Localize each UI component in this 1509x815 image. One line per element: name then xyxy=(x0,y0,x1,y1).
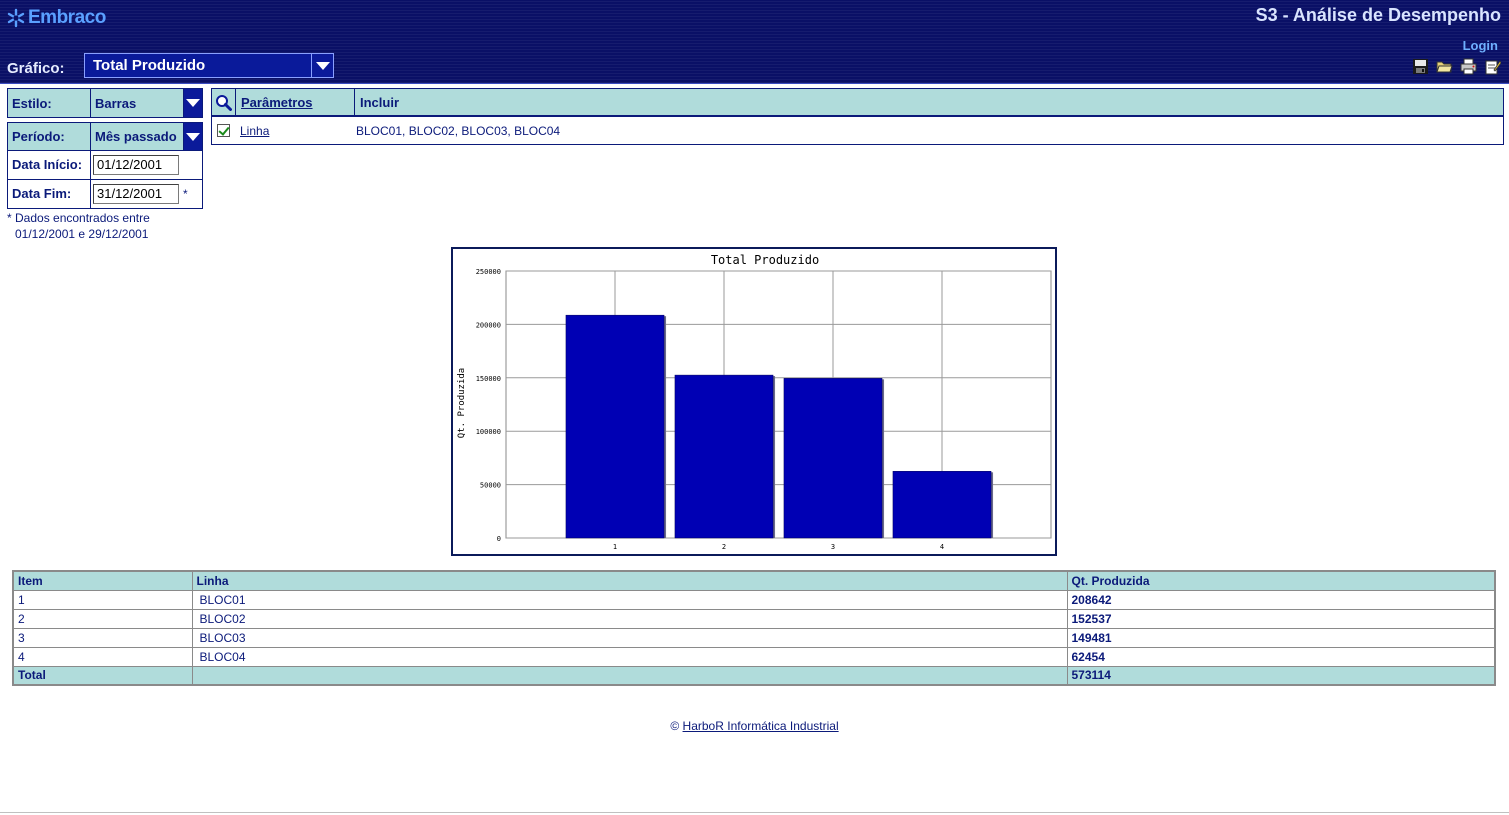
table-row: 2 BLOC02 152537 xyxy=(12,608,1496,629)
chart-container: Total Produzido Qt. Produzida 0 50000 1000… xyxy=(451,247,1057,556)
bar-3 xyxy=(783,378,883,539)
table-total-row: Total 573114 xyxy=(12,665,1496,686)
qt-cell: 149481 xyxy=(1066,627,1496,648)
parametros-header-link[interactable]: Parâmetros xyxy=(236,89,355,115)
periodo-cell: Mês passado xyxy=(90,123,202,150)
footer: © HarboR Informática Industrial xyxy=(0,719,1509,733)
data-inicio-label: Data Início: xyxy=(12,157,83,172)
qt-produzida-header: Qt. Produzida xyxy=(1066,570,1496,591)
search-icon[interactable] xyxy=(212,89,236,115)
grafico-selected-value: Total Produzido xyxy=(93,57,206,74)
edit-icon[interactable] xyxy=(1484,58,1501,75)
linha-header: Linha xyxy=(191,570,1068,591)
item-cell: 4 xyxy=(12,646,193,667)
data-fim-label: Data Fim: xyxy=(12,186,72,201)
estilo-row: Estilo: Barras xyxy=(7,88,203,118)
copyright-symbol: © xyxy=(670,719,680,733)
x-tick-label: 4 xyxy=(940,543,944,551)
item-cell: 1 xyxy=(12,589,193,610)
embraco-logo: Embraco xyxy=(6,6,106,30)
chart-xticks: 1 2 3 4 xyxy=(613,543,944,551)
qt-cell: 62454 xyxy=(1066,646,1496,667)
data-note-line1: * Dados encontrados entre xyxy=(7,211,150,225)
table-row: 1 BLOC01 208642 xyxy=(12,589,1496,610)
data-fim-cell: * xyxy=(90,179,202,208)
chart-title: Total Produzido xyxy=(711,253,819,267)
total-empty-cell xyxy=(191,665,1068,686)
open-folder-icon[interactable] xyxy=(1436,58,1453,75)
bar-4 xyxy=(892,471,992,539)
chart-yticks: 0 50000 100000 150000 200000 250000 xyxy=(476,268,501,543)
data-inicio-cell xyxy=(90,150,202,179)
params-header: Parâmetros Incluir xyxy=(212,89,1503,117)
estilo-label: Estilo: xyxy=(8,89,90,117)
qt-cell: 152537 xyxy=(1066,608,1496,629)
periodo-value: Mês passado xyxy=(95,129,177,144)
app-title: S3 - Análise de Desempenho xyxy=(1255,5,1501,25)
estilo-select[interactable]: Barras xyxy=(91,89,202,117)
total-label: Total xyxy=(12,665,193,686)
qt-cell: 208642 xyxy=(1066,589,1496,610)
chart-bars xyxy=(565,314,994,539)
y-tick-label: 0 xyxy=(497,535,501,543)
item-header: Item xyxy=(12,570,193,591)
linha-cell: BLOC03 xyxy=(191,627,1068,648)
app-header: Embraco S3 - Análise de Desempenho Login… xyxy=(0,0,1509,84)
periodo-label: Período: xyxy=(8,123,90,150)
bar-1 xyxy=(565,314,665,539)
x-tick-label: 2 xyxy=(722,543,726,551)
chevron-down-icon[interactable] xyxy=(183,89,202,117)
y-tick-label: 50000 xyxy=(480,482,501,490)
table-row: 4 BLOC04 62454 xyxy=(12,646,1496,667)
table-header-row: Item Linha Qt. Produzida xyxy=(12,570,1496,591)
results-table: Item Linha Qt. Produzida 1 BLOC01 208642… xyxy=(12,570,1496,686)
grafico-label: Gráfico: xyxy=(7,60,65,77)
x-tick-label: 3 xyxy=(831,543,835,551)
data-note: * Dados encontrados entre 01/12/2001 e 2… xyxy=(7,210,150,242)
data-fim-row: Data Fim: * xyxy=(7,179,203,209)
harbor-link[interactable]: HarboR Informática Industrial xyxy=(682,719,839,733)
item-cell: 2 xyxy=(12,608,193,629)
divider xyxy=(0,812,1509,813)
print-icon[interactable] xyxy=(1460,58,1477,75)
login-link[interactable]: Login xyxy=(1462,38,1498,53)
chevron-down-icon[interactable] xyxy=(311,54,333,77)
y-tick-label: 200000 xyxy=(476,321,501,329)
periodo-row: Período: Mês passado xyxy=(7,122,203,151)
params-table: Parâmetros Incluir Linha BLOC01, BLOC02,… xyxy=(211,88,1504,145)
total-value: 573114 xyxy=(1066,665,1496,686)
snowflake-logo-icon xyxy=(7,8,25,28)
params-row: Linha BLOC01, BLOC02, BLOC03, BLOC04 xyxy=(212,117,1503,144)
y-tick-label: 150000 xyxy=(476,375,501,383)
chevron-down-icon[interactable] xyxy=(183,123,202,150)
bar-2 xyxy=(674,374,774,539)
estilo-value: Barras xyxy=(95,95,137,111)
linha-cell: BLOC04 xyxy=(191,646,1068,667)
toolbar xyxy=(1412,58,1501,75)
y-tick-label: 100000 xyxy=(476,428,501,436)
item-cell: 3 xyxy=(12,627,193,648)
data-fim-input[interactable] xyxy=(93,183,179,204)
chart-ylabel: Qt. Produzida xyxy=(457,368,467,438)
y-tick-label: 250000 xyxy=(476,268,501,276)
grafico-select[interactable]: Total Produzido xyxy=(84,53,334,78)
periodo-select[interactable]: Mês passado xyxy=(91,123,202,150)
linha-link[interactable]: Linha xyxy=(240,123,270,138)
data-inicio-row: Data Início: xyxy=(7,150,203,180)
linha-values: BLOC01, BLOC02, BLOC03, BLOC04 xyxy=(356,123,561,138)
data-inicio-input[interactable] xyxy=(93,154,179,175)
required-marker: * xyxy=(183,186,188,201)
linha-cell: BLOC02 xyxy=(191,608,1068,629)
bar-chart: Total Produzido Qt. Produzida 0 50000 1000… xyxy=(457,253,1052,551)
data-note-line2: 01/12/2001 e 29/12/2001 xyxy=(15,227,149,241)
table-row: 3 BLOC03 149481 xyxy=(12,627,1496,648)
logo-text: Embraco xyxy=(28,7,106,28)
incluir-header: Incluir xyxy=(360,94,400,110)
x-tick-label: 1 xyxy=(613,543,617,551)
save-icon[interactable] xyxy=(1412,58,1429,75)
linha-checkbox[interactable] xyxy=(217,124,230,137)
estilo-cell: Barras xyxy=(90,89,202,117)
linha-cell: BLOC01 xyxy=(191,589,1068,610)
